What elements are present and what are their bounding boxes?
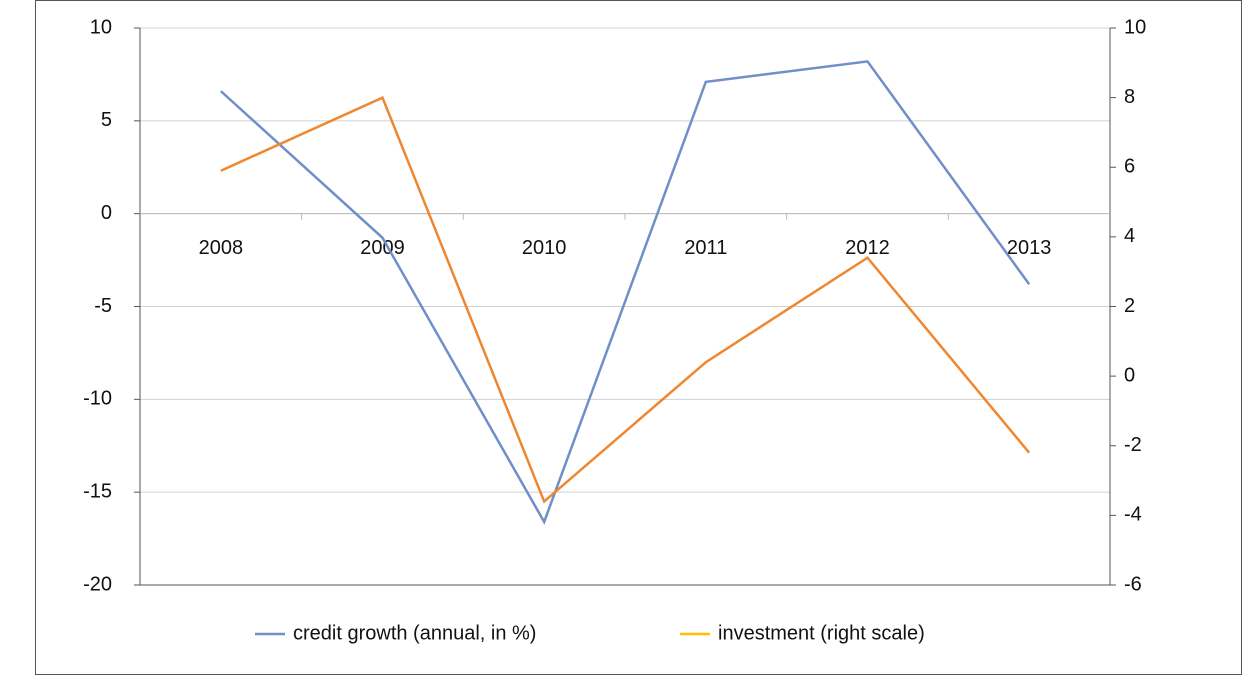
legend-label: investment (right scale) xyxy=(718,622,925,644)
y2-tick-label: -4 xyxy=(1124,504,1142,526)
x-tick-label: 2010 xyxy=(522,237,567,259)
chart-frame xyxy=(35,0,1242,675)
y-tick-label: 10 xyxy=(90,16,112,38)
x-tick-label: 2009 xyxy=(360,237,405,259)
y2-tick-label: -2 xyxy=(1124,434,1142,456)
y2-tick-label: 0 xyxy=(1124,364,1135,386)
y2-tick-label: -6 xyxy=(1124,573,1142,595)
y-tick-label: -15 xyxy=(83,480,112,502)
legend-label: credit growth (annual, in %) xyxy=(293,622,536,644)
y-tick-label: -10 xyxy=(83,388,112,410)
y2-tick-label: 4 xyxy=(1124,225,1135,247)
x-tick-label: 2012 xyxy=(845,237,890,259)
x-tick-label: 2008 xyxy=(199,237,244,259)
series-line xyxy=(219,60,1031,525)
y2-tick-label: 8 xyxy=(1124,86,1135,108)
series-line xyxy=(220,95,1031,504)
y2-tick-label: 2 xyxy=(1124,295,1135,317)
x-tick-label: 2011 xyxy=(684,237,727,259)
y2-tick-label: 10 xyxy=(1124,16,1146,38)
x-tick-label: 2013 xyxy=(1007,237,1052,259)
y-tick-label: -5 xyxy=(94,295,112,317)
y2-tick-label: 6 xyxy=(1124,156,1135,178)
y-tick-label: -20 xyxy=(83,573,112,595)
y-tick-label: 0 xyxy=(101,202,112,224)
y-tick-label: 5 xyxy=(101,109,112,131)
